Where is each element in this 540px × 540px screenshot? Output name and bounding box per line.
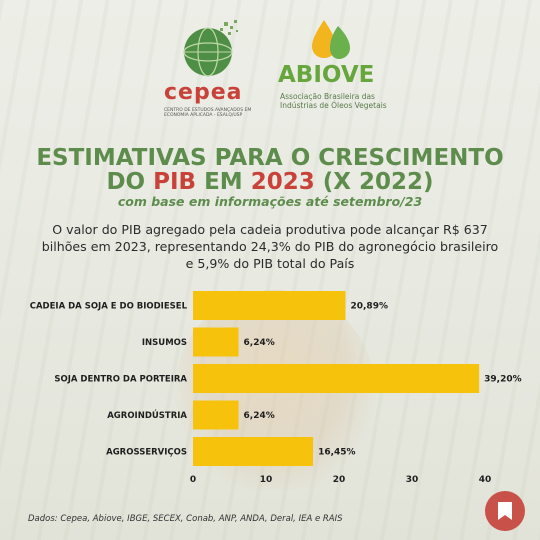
title-fragment: DO	[106, 169, 154, 195]
title-line-2: DO PIB EM 2023 (X 2022)	[0, 170, 540, 194]
value-label: 6,24%	[244, 338, 275, 348]
category-label: SOJA DENTRO DA PORTEIRA	[54, 375, 187, 385]
bar-chart: CADEIA DA SOJA E DO BIODIESEL 20,89% INSUM…	[30, 291, 522, 485]
x-tick-label: 0	[190, 475, 196, 485]
bar-2	[193, 364, 480, 393]
bookmark-icon	[498, 502, 512, 520]
title-fragment: EM	[196, 169, 251, 195]
abiove-subtitle: Associação Brasileira das Indústrias de …	[280, 92, 387, 110]
page-title: ESTIMATIVAS PARA O CRESCIMENTO DO PIB EM…	[0, 146, 540, 194]
value-label: 39,20%	[484, 375, 522, 385]
page-subtitle: com base em informações até setembro/23	[117, 194, 423, 209]
abiove-logo: ABIOVE Associação Brasileira das Indústr…	[276, 18, 387, 118]
data-source-note: Dados: Cepea, Abiove, IBGE, SECEX, Conab…	[28, 514, 343, 524]
bar-0	[193, 291, 346, 320]
x-tick-label: 10	[260, 475, 273, 485]
category-label: AGROINDÚSTRIA	[107, 409, 187, 421]
value-label: 16,45%	[318, 448, 356, 458]
bar-4	[193, 437, 314, 466]
oil-drop-leaf-icon	[312, 20, 350, 59]
globe-icon	[183, 20, 238, 77]
title-pib: PIB	[153, 169, 197, 195]
category-label: INSUMOS	[142, 338, 187, 348]
x-tick-label: 40	[479, 475, 492, 485]
bar-3	[193, 400, 239, 430]
abiove-wordmark: ABIOVE	[278, 62, 375, 88]
title-line-1: ESTIMATIVAS PARA O CRESCIMENTO	[36, 145, 504, 171]
cepea-wordmark: cepea	[164, 80, 243, 105]
title-year: 2023	[250, 169, 315, 195]
cepea-logo: cepea CENTRO DE ESTUDOS AVANÇADOS EM ECO…	[160, 18, 265, 118]
description-text: O valor do PIB agregado pela cadeia prod…	[41, 222, 499, 271]
save-button[interactable]	[485, 491, 525, 531]
x-tick-label: 20	[333, 475, 346, 485]
x-tick-label: 30	[406, 475, 419, 485]
value-label: 6,24%	[244, 411, 275, 421]
title-fragment: (X 2022)	[314, 169, 434, 195]
cepea-subtitle: CENTRO DE ESTUDOS AVANÇADOS EM ECONOMIA …	[164, 108, 252, 118]
category-label: CADEIA DA SOJA E DO BIODIESEL	[30, 302, 188, 312]
bar-1	[193, 327, 239, 357]
value-label: 20,89%	[350, 302, 388, 312]
category-label: AGROSSERVIÇOS	[106, 448, 187, 458]
